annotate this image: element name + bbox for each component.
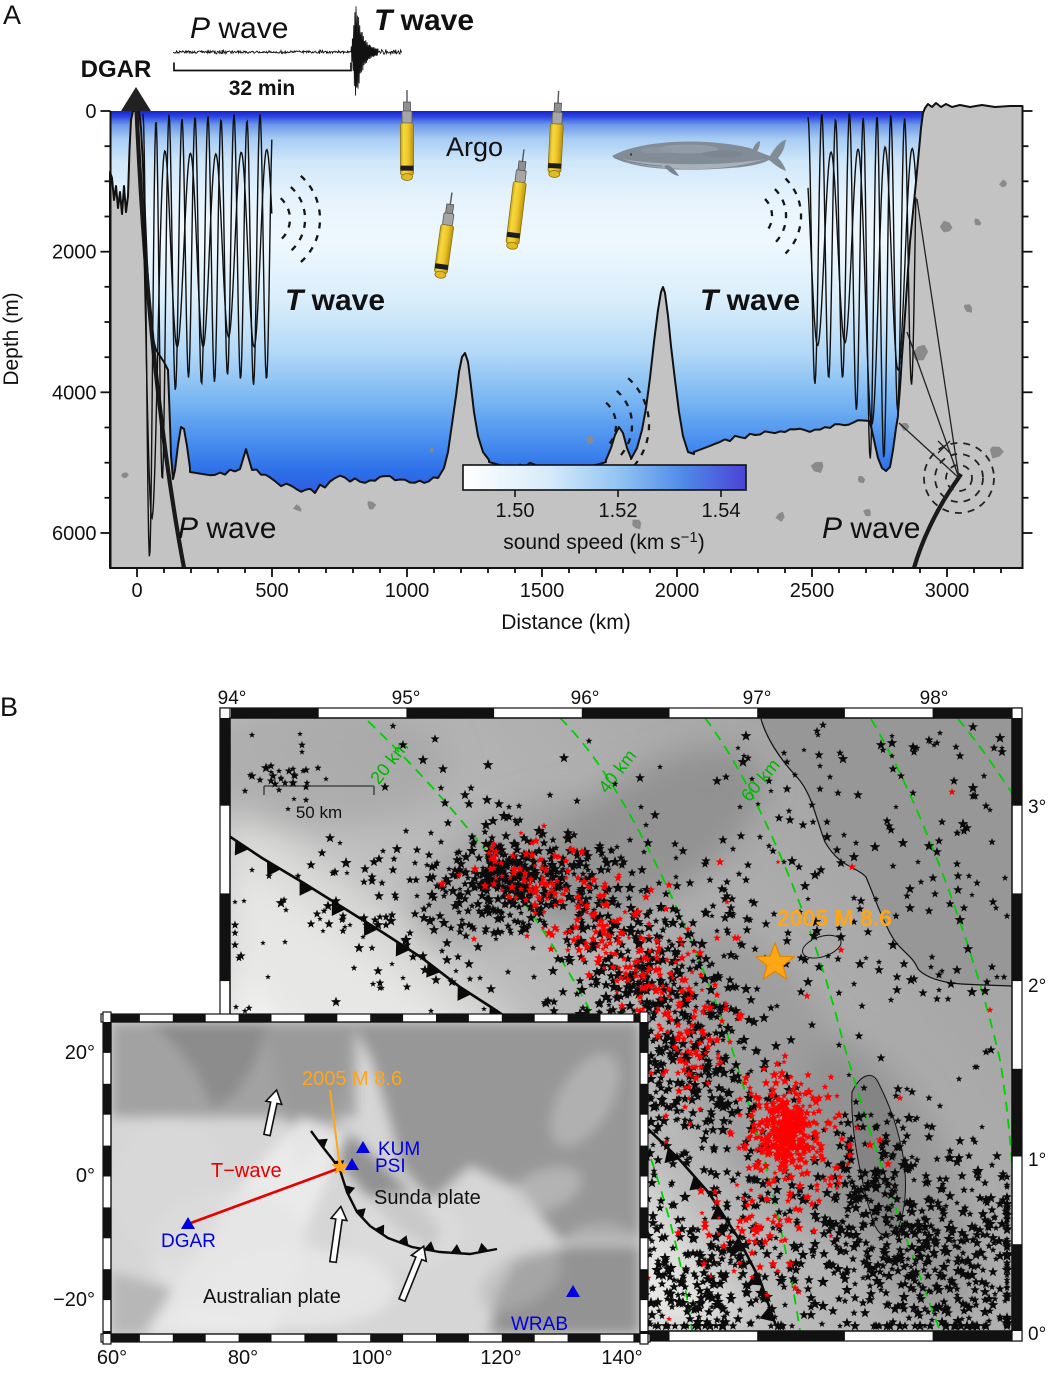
svg-text:1000: 1000	[385, 580, 430, 602]
svg-text:140°: 140°	[601, 1347, 642, 1369]
svg-text:2005 M 8.6: 2005 M 8.6	[777, 905, 892, 931]
svg-text:97°: 97°	[743, 688, 772, 709]
svg-text:1.50: 1.50	[496, 500, 535, 522]
svg-text:60°: 60°	[97, 1347, 127, 1369]
svg-text:98°: 98°	[920, 688, 949, 709]
svg-text:2000: 2000	[52, 242, 97, 264]
svg-text:80°: 80°	[228, 1347, 258, 1369]
svg-text:3°: 3°	[1028, 797, 1046, 818]
svg-text:120°: 120°	[480, 1347, 521, 1369]
svg-text:0°: 0°	[1028, 1324, 1046, 1345]
svg-text:95°: 95°	[392, 688, 421, 709]
svg-text:2°: 2°	[1028, 976, 1046, 997]
svg-text:1.52: 1.52	[599, 500, 638, 522]
svg-text:32 min: 32 min	[229, 77, 296, 100]
svg-text:P wave: P wave	[178, 512, 276, 545]
svg-text:0°: 0°	[76, 1165, 95, 1187]
svg-text:2500: 2500	[790, 580, 835, 602]
svg-text:T wave: T wave	[700, 284, 800, 317]
svg-text:WRAB: WRAB	[511, 1314, 568, 1335]
svg-text:Depth (m): Depth (m)	[0, 292, 23, 385]
svg-text:1.54: 1.54	[702, 500, 741, 522]
svg-text:Australian plate: Australian plate	[203, 1286, 341, 1308]
svg-text:20°: 20°	[65, 1042, 95, 1064]
svg-text:Argo: Argo	[446, 132, 503, 162]
svg-text:1°: 1°	[1028, 1150, 1046, 1171]
svg-text:DGAR: DGAR	[81, 56, 152, 83]
svg-text:50 km: 50 km	[296, 803, 342, 822]
svg-text:KUM: KUM	[378, 1139, 420, 1160]
svg-text:96°: 96°	[571, 688, 600, 709]
svg-text:2000: 2000	[655, 580, 700, 602]
svg-text:T−wave: T−wave	[211, 1160, 282, 1182]
svg-text:T wave: T wave	[374, 4, 474, 37]
svg-text:PSI: PSI	[375, 1156, 406, 1177]
svg-text:500: 500	[255, 580, 288, 602]
svg-text:−20°: −20°	[53, 1289, 95, 1311]
svg-text:T wave: T wave	[285, 284, 385, 317]
svg-text:sound speed (km s−1): sound speed (km s−1)	[503, 529, 705, 554]
svg-text:1500: 1500	[520, 580, 565, 602]
svg-text:Distance (km): Distance (km)	[501, 611, 631, 634]
svg-text:Sunda plate: Sunda plate	[374, 1187, 481, 1209]
svg-text:DGAR: DGAR	[161, 1231, 216, 1252]
svg-text:6000: 6000	[52, 523, 97, 545]
svg-text:4000: 4000	[52, 382, 97, 404]
svg-text:P wave: P wave	[822, 512, 920, 545]
svg-text:3000: 3000	[925, 580, 970, 602]
svg-text:0: 0	[85, 101, 96, 123]
svg-text:94°: 94°	[218, 688, 247, 709]
svg-text:100°: 100°	[351, 1347, 392, 1369]
svg-text:A: A	[3, 0, 21, 30]
svg-text:2005 M 8.6: 2005 M 8.6	[302, 1068, 402, 1090]
svg-text:0: 0	[131, 580, 142, 602]
svg-text:P wave: P wave	[190, 12, 288, 45]
svg-text:B: B	[0, 692, 18, 722]
